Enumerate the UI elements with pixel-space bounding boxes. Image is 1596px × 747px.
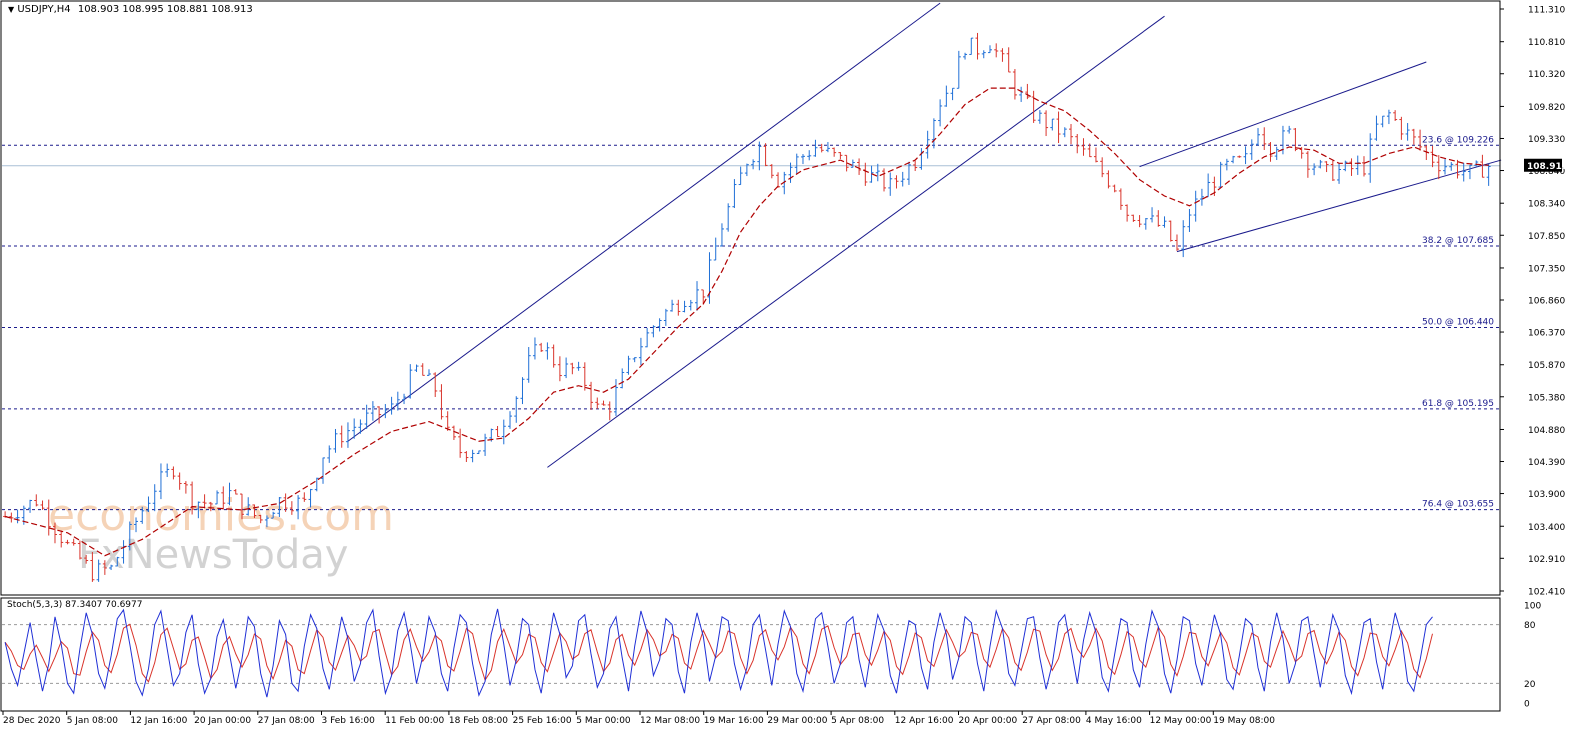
x-tick-label: 27 Apr 08:00 <box>1022 716 1081 726</box>
y-tick-label: 104.880 <box>1528 426 1565 436</box>
x-tick-label: 20 Jan 00:00 <box>194 716 251 726</box>
y-tick-label: 107.850 <box>1528 232 1565 242</box>
x-tick-label: 12 Mar 08:00 <box>640 716 700 726</box>
collapse-triangle-icon[interactable]: ▼ <box>8 5 15 14</box>
fib-label: 38.2 @ 107.685 <box>1422 236 1494 246</box>
x-tick-label: 12 May 00:00 <box>1150 716 1212 726</box>
moving-average-line <box>4 87 1489 557</box>
channel-line <box>1176 159 1502 253</box>
y-tick-label: 103.400 <box>1528 523 1565 533</box>
y-tick-label: 108.840 <box>1528 167 1565 177</box>
x-tick-label: 19 May 08:00 <box>1213 716 1275 726</box>
x-tick-label: 5 Apr 08:00 <box>831 716 884 726</box>
fib-layer: 23.6 @ 109.226 38.2 @ 107.685 50.0 @ 106.4… <box>2 135 1500 511</box>
x-tick-label: 19 Mar 16:00 <box>704 716 764 726</box>
stoch-panel-frame <box>0 597 1501 712</box>
x-tick-label: 12 Apr 16:00 <box>895 716 954 726</box>
stoch-layer: 100 80 20 0 <box>2 602 1541 710</box>
x-tick-label: 5 Mar 00:00 <box>576 716 631 726</box>
y-tick-label: 111.310 <box>1528 6 1565 16</box>
stoch-main-line <box>4 608 1433 698</box>
x-tick-label: 11 Feb 00:00 <box>385 716 444 726</box>
x-tick-label: 25 Feb 16:00 <box>513 716 572 726</box>
symbol-timeframe: USDJPY,H4 <box>17 4 71 15</box>
y-tick-label: 106.370 <box>1528 329 1565 339</box>
x-tick-label: 12 Jan 16:00 <box>130 716 187 726</box>
stoch-signal-line <box>4 623 1433 683</box>
y-tick-label: 102.410 <box>1528 588 1565 598</box>
y-tick-label: 110.810 <box>1528 38 1565 48</box>
y-tick-label: 105.870 <box>1528 361 1565 371</box>
stoch-tick-label: 0 <box>1524 700 1530 710</box>
current-price-tag <box>1524 158 1562 172</box>
x-tick-label: 28 Dec 2020 <box>3 716 61 726</box>
y-tick-label: 102.910 <box>1528 555 1565 565</box>
ohlc-values: 108.903 108.995 108.881 108.913 <box>77 4 253 15</box>
ma-layer <box>4 87 1489 557</box>
current-price-label: 108.913 <box>1527 162 1568 172</box>
y-tick-label: 109.330 <box>1528 135 1565 145</box>
x-tick-label: 5 Jan 08:00 <box>67 716 119 726</box>
y-tick-label: 106.860 <box>1528 297 1565 307</box>
fib-label: 23.6 @ 109.226 <box>1422 135 1494 145</box>
stoch-label: Stoch(5,3,3) 87.3407 70.6977 <box>7 600 143 610</box>
channel-layer <box>347 2 1502 468</box>
y-tick-label: 104.390 <box>1528 458 1565 468</box>
y-tick-label: 110.320 <box>1528 70 1565 80</box>
channel-line <box>347 2 941 442</box>
x-tick-label: 3 Feb 16:00 <box>322 716 376 726</box>
y-tick-label: 105.380 <box>1528 393 1565 403</box>
x-tick-label: 27 Jan 08:00 <box>258 716 315 726</box>
channel-line <box>547 15 1165 468</box>
fib-label: 50.0 @ 106.440 <box>1422 317 1494 327</box>
x-tick-label: 20 Apr 00:00 <box>959 716 1018 726</box>
price-panel-frame <box>0 0 1501 596</box>
fib-label: 76.4 @ 103.655 <box>1422 500 1494 510</box>
watermark-bottom: FxNewsToday <box>78 532 348 578</box>
stoch-tick-label: 100 <box>1524 602 1541 612</box>
y-tick-label: 107.350 <box>1528 264 1565 274</box>
stoch-tick-label: 20 <box>1524 680 1536 690</box>
symbol-header: ▼ USDJPY,H4 108.903 108.995 108.881 108.… <box>8 4 253 15</box>
y-tick-label: 103.900 <box>1528 490 1565 500</box>
stoch-tick-label: 80 <box>1524 621 1536 631</box>
y-tick-label: 109.820 <box>1528 103 1565 113</box>
y-tick-label: 108.340 <box>1528 200 1565 210</box>
watermark-top: economies.com <box>48 490 394 541</box>
x-tick-label: 18 Feb 08:00 <box>449 716 508 726</box>
channel-line <box>1139 61 1427 168</box>
x-tick-label: 29 Mar 00:00 <box>767 716 827 726</box>
axis-layer: 111.310 110.810 110.320 109.820 109.330 108.8… <box>0 0 1568 726</box>
fib-label: 61.8 @ 105.195 <box>1422 399 1494 409</box>
x-tick-label: 4 May 16:00 <box>1086 716 1142 726</box>
